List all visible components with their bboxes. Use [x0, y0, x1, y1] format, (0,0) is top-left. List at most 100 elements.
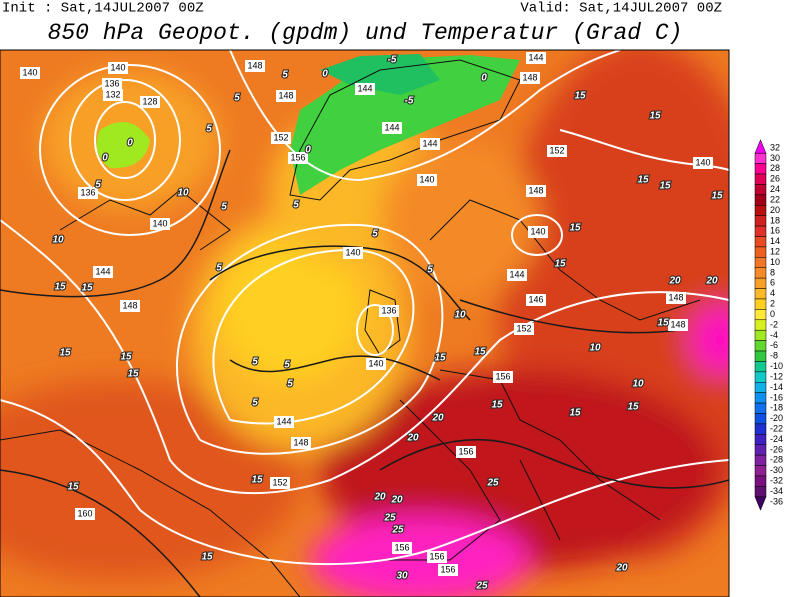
- geopotential-label-box: [270, 477, 290, 489]
- geopotential-label: 140: [152, 218, 167, 228]
- temperature-label: 25: [383, 513, 396, 524]
- temperature-label: 0: [322, 69, 328, 80]
- geopotential-label: 156: [394, 542, 409, 552]
- colorbar-label: 10: [770, 257, 780, 267]
- contour-labels: 140 1401361321281481481441441521561441401…: [20, 52, 724, 593]
- temperature-label: 15: [251, 475, 263, 486]
- geopotential-label-box: [288, 152, 308, 164]
- colorbar-label: -24: [770, 434, 783, 444]
- temperature-label: 15: [59, 348, 71, 359]
- geopotential-label-box: [108, 62, 128, 74]
- geopotential-label: 144: [95, 266, 110, 276]
- temperature-label: 5: [216, 263, 222, 274]
- geopotential-label-box: [438, 564, 458, 576]
- geopotential-label-box: [493, 371, 513, 383]
- colorbar-swatch: [754, 319, 767, 331]
- geopotential-label-box: [526, 52, 546, 64]
- colorbar-swatch: [754, 475, 767, 487]
- temperature-label: 15: [659, 181, 671, 192]
- temperature-label: 20: [373, 492, 386, 503]
- geopotential-label: 156: [429, 551, 444, 561]
- colorbar-swatch: [754, 340, 767, 352]
- colorbar-swatch: [754, 173, 767, 185]
- colorbar-swatch: [754, 236, 767, 248]
- temperature-label: 5: [252, 398, 258, 409]
- temperature-label: 15: [474, 347, 486, 358]
- geopotential-label-box: [526, 294, 546, 306]
- temperature-label: 15: [54, 282, 66, 293]
- temperature-label: 5: [234, 93, 240, 104]
- temperature-label: 15: [627, 402, 639, 413]
- geopotential-label: 146: [528, 294, 543, 304]
- geopotential-label: 152: [549, 145, 564, 155]
- geopotential-label-box: [520, 72, 540, 84]
- geopotential-label: 160: [77, 508, 92, 518]
- temperature-label: 15: [569, 408, 581, 419]
- temperature-label: 20: [390, 495, 403, 506]
- geopotential-label: 148: [670, 319, 685, 329]
- geopotential-label: 148: [522, 72, 537, 82]
- geopotential-label: 144: [357, 83, 372, 93]
- colorbar-label: 14: [770, 236, 780, 246]
- valid-time: Valid: Sat,14JUL2007 00Z: [520, 1, 722, 17]
- greenland-cold: [290, 55, 520, 195]
- geopotential-label: 152: [272, 477, 287, 487]
- temperature-label: 5: [427, 265, 433, 276]
- geopotential-label: 156: [458, 446, 473, 456]
- colorbar-swatch: [754, 257, 767, 268]
- geopotential-label: 152: [516, 323, 531, 333]
- colorbar-label: 22: [770, 194, 780, 204]
- colorbar-swatch: [754, 402, 767, 414]
- temperature-label: 20: [406, 433, 419, 444]
- geopotential-label-box: [271, 132, 291, 144]
- geopotential-label-box: [102, 78, 122, 90]
- colorbar: 32302826242220181614121086420-2-4-6-8-10…: [754, 139, 783, 511]
- geopotential-label-box: [366, 358, 386, 370]
- colorbar-swatch: [754, 329, 767, 341]
- temperature-label: 15: [637, 175, 649, 186]
- geopotential-label: 144: [422, 138, 437, 148]
- colorbar-label: -2: [770, 319, 778, 329]
- temperature-label: 25: [391, 525, 404, 536]
- geopotential-label: 156: [440, 564, 455, 574]
- colorbar-swatch: [754, 225, 767, 237]
- temperature-label: 10: [177, 188, 189, 199]
- colorbar-swatch: [754, 205, 767, 216]
- colorbar-label: 8: [770, 267, 775, 277]
- geopotential-label-box: [666, 292, 686, 304]
- cold-pool: [96, 122, 150, 169]
- temperature-label: 5: [293, 200, 299, 211]
- temperature-label: 15: [201, 552, 213, 563]
- geopotential-label: 144: [276, 416, 291, 426]
- colorbar-swatch: [754, 434, 767, 445]
- temperature-label: 25: [475, 581, 488, 592]
- temperature-label: 15: [574, 91, 586, 102]
- temperature-label: 10: [589, 343, 601, 354]
- colorbar-swatch: [754, 215, 767, 227]
- colorbar-label: 12: [770, 246, 780, 256]
- colorbar-label: 16: [770, 226, 780, 236]
- geopotential-label: 148: [293, 437, 308, 447]
- temperature-label: 10: [454, 310, 466, 321]
- geopotential-label: 140: [368, 358, 383, 368]
- colorbar-label: -34: [770, 486, 783, 496]
- geopotential-label-box: [547, 145, 567, 157]
- colorbar-label: -12: [770, 371, 783, 381]
- colorbar-label: 18: [770, 215, 780, 225]
- colorbar-swatch: [754, 371, 767, 383]
- colorbar-label: -30: [770, 465, 783, 475]
- temperature-label: 15: [81, 283, 93, 294]
- temperature-label: 15: [569, 223, 581, 234]
- colorbar-swatch: [754, 392, 767, 404]
- temperature-label: 5: [282, 70, 288, 81]
- colorbar-label: -36: [770, 496, 783, 506]
- geopotential-label-box: [93, 266, 113, 278]
- temperature-label: 0: [102, 153, 108, 164]
- colorbar-label: 32: [770, 142, 780, 152]
- colorbar-swatch: [754, 298, 767, 310]
- colorbar-label: 4: [770, 288, 775, 298]
- colorbar-label: 6: [770, 278, 775, 288]
- geopotential-label: 144: [384, 122, 399, 132]
- colorbar-swatch: [754, 382, 767, 393]
